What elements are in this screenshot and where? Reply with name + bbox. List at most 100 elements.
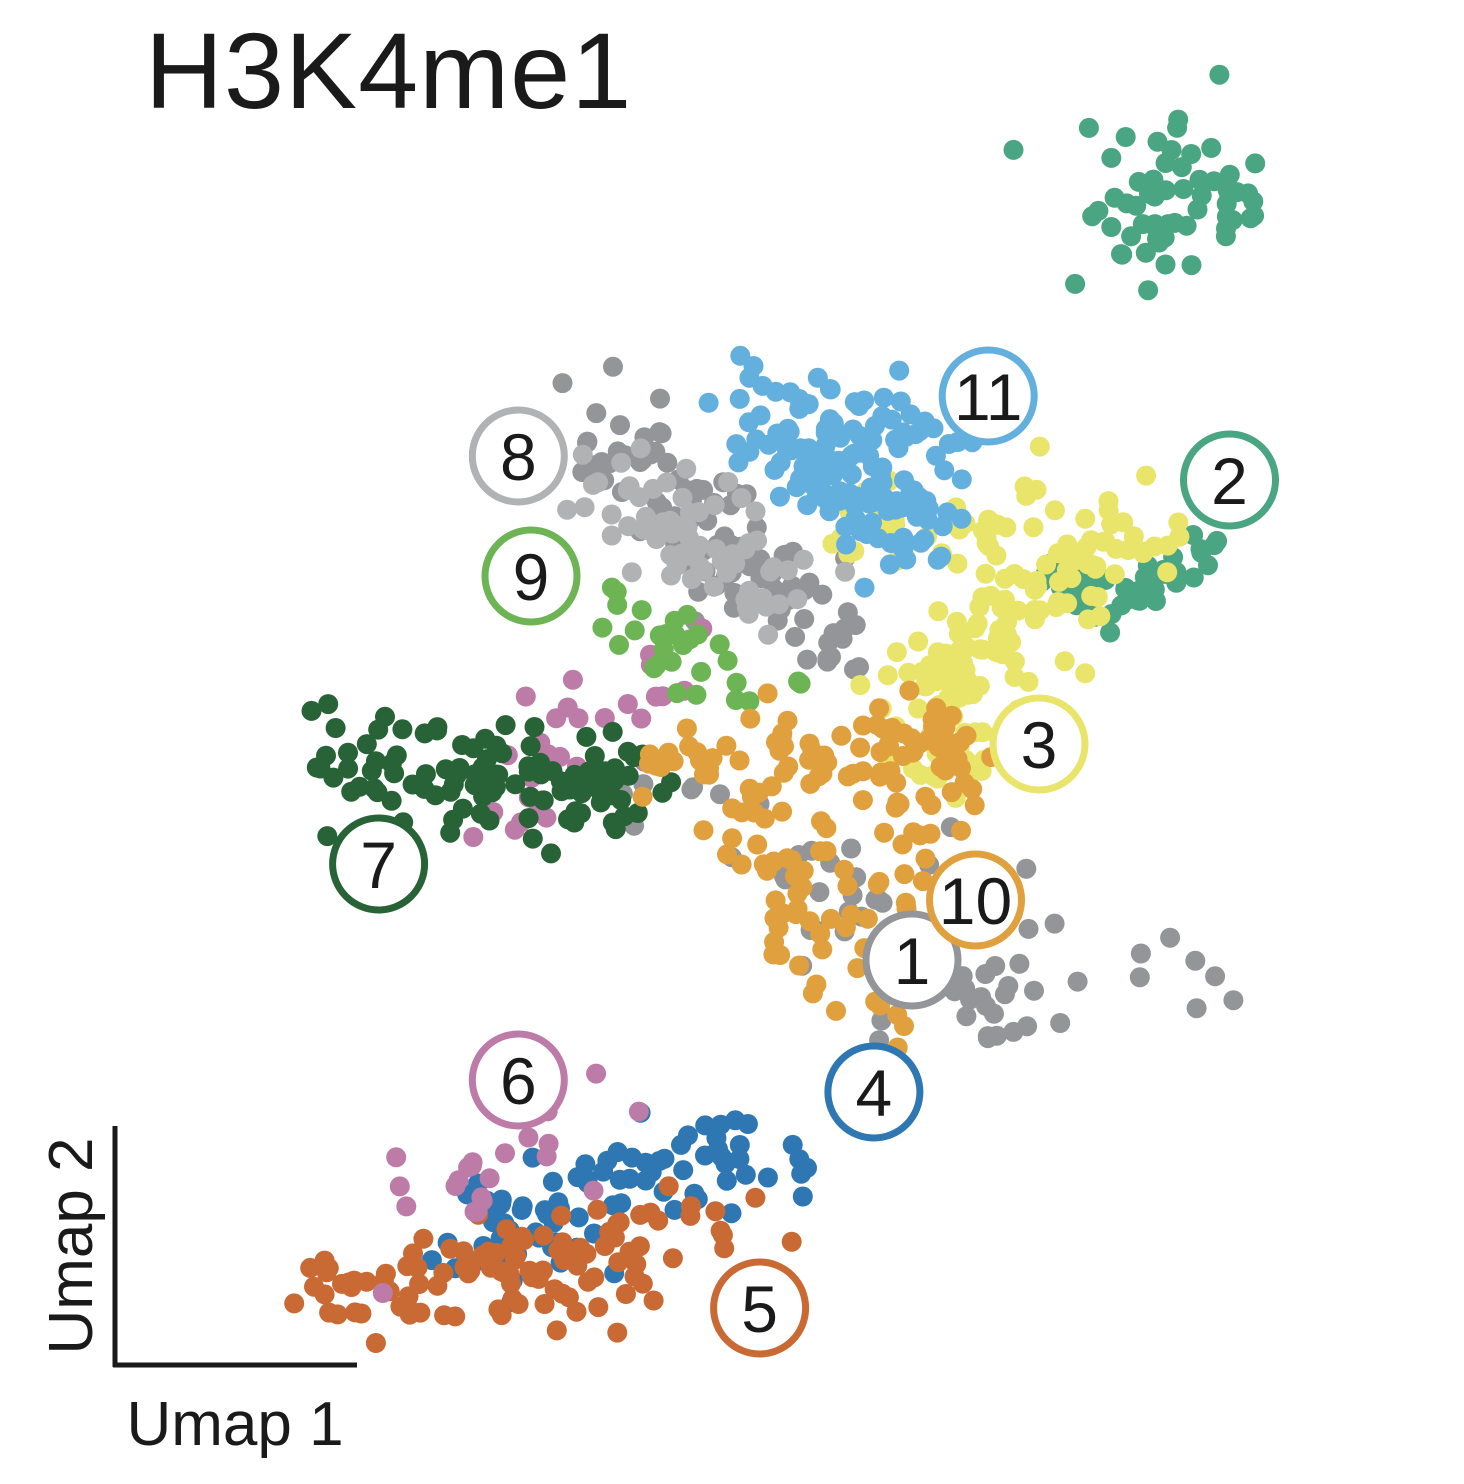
point-cluster-3	[935, 652, 956, 673]
point-cluster-9	[609, 634, 629, 655]
point-cluster-4	[597, 1150, 618, 1171]
point-cluster-10	[857, 908, 878, 929]
point-cluster-11	[879, 554, 900, 575]
point-cluster-7	[604, 758, 625, 779]
point-cluster-7	[392, 719, 413, 740]
point-cluster-8	[630, 438, 651, 459]
point-cluster-11	[765, 381, 786, 402]
point-cluster-5	[658, 1176, 679, 1197]
point-cluster-11	[726, 434, 747, 455]
point-cluster-2	[1215, 226, 1236, 247]
point-cluster-10	[772, 801, 793, 822]
point-cluster-11	[813, 482, 834, 503]
point-cluster-5	[681, 1196, 701, 1217]
point-cluster-10	[915, 848, 936, 869]
point-cluster-2	[1155, 180, 1176, 201]
point-cluster-10	[816, 841, 837, 862]
cluster-label-text-2: 2	[1211, 444, 1248, 518]
point-cluster-1	[586, 403, 607, 424]
point-cluster-6	[568, 708, 589, 729]
point-cluster-8	[557, 499, 578, 520]
cluster-label-ring-9	[481, 526, 581, 626]
point-cluster-4	[603, 1195, 623, 1216]
axis-indicator: Umap 1 Umap 2	[37, 1126, 357, 1459]
point-cluster-10	[789, 955, 810, 976]
point-cluster-10	[887, 1004, 908, 1025]
point-cluster-5	[566, 1301, 587, 1322]
point-cluster-9	[601, 577, 622, 598]
cluster-label-6: 6	[468, 1030, 568, 1130]
point-cluster-7	[495, 715, 516, 736]
point-cluster-4	[791, 1163, 812, 1184]
point-cluster-10	[895, 892, 916, 913]
point-cluster-5	[445, 1306, 466, 1327]
point-cluster-11	[914, 411, 935, 432]
point-cluster-3	[975, 563, 996, 584]
point-cluster-11	[698, 392, 719, 413]
point-cluster-11	[862, 512, 882, 533]
point-cluster-1	[1016, 858, 1037, 879]
point-cluster-2	[1187, 199, 1208, 220]
point-cluster-10	[820, 908, 841, 929]
point-cluster-5	[551, 1205, 572, 1226]
point-cluster-11	[729, 388, 750, 409]
point-cluster-2	[1245, 153, 1266, 174]
point-cluster-1	[1018, 918, 1039, 939]
point-cluster-10	[837, 876, 858, 896]
point-cluster-6	[479, 1168, 500, 1189]
point-cluster-8	[760, 561, 781, 582]
point-cluster-11	[829, 453, 850, 474]
point-cluster-4	[619, 1168, 640, 1189]
point-cluster-3	[1004, 564, 1025, 584]
point-cluster-4	[641, 1162, 662, 1183]
point-cluster-7	[492, 743, 513, 764]
point-cluster-1	[837, 602, 858, 623]
point-cluster-8	[756, 596, 777, 617]
point-cluster-6	[538, 1133, 559, 1154]
point-cluster-7	[652, 782, 673, 803]
point-cluster-5	[533, 1225, 554, 1246]
cluster-label-text-7: 7	[360, 828, 397, 902]
point-cluster-11	[854, 390, 875, 411]
point-cluster-8	[611, 452, 632, 473]
point-cluster-1	[1067, 971, 1088, 992]
point-cluster-5	[341, 1277, 362, 1297]
cluster-label-text-11: 11	[954, 360, 1023, 434]
point-cluster-1	[871, 1010, 892, 1031]
point-cluster-10	[831, 725, 852, 746]
point-cluster-2	[1104, 187, 1125, 208]
point-cluster-10	[754, 808, 775, 829]
point-cluster-4	[716, 1170, 737, 1191]
point-cluster-7	[365, 751, 386, 772]
point-cluster-6	[471, 1187, 492, 1208]
point-cluster-7	[465, 764, 486, 785]
cluster-label-ring-5	[710, 1258, 810, 1358]
point-cluster-2	[1158, 214, 1179, 235]
point-cluster-6	[546, 708, 567, 729]
point-cluster-10	[717, 844, 737, 865]
point-cluster-10	[920, 823, 941, 844]
point-cluster-2	[1115, 579, 1136, 600]
cluster-label-ring-8	[468, 406, 568, 506]
point-cluster-2	[1111, 244, 1131, 265]
point-cluster-10	[853, 761, 873, 782]
point-cluster-9	[644, 658, 665, 679]
point-cluster-2	[1128, 590, 1148, 611]
point-cluster-8	[738, 603, 759, 624]
point-cluster-7	[452, 798, 473, 819]
point-cluster-3	[1007, 600, 1028, 621]
cluster-label-8: 8	[468, 406, 568, 506]
point-cluster-9	[592, 617, 613, 638]
point-cluster-1	[603, 356, 623, 377]
point-cluster-5	[494, 1262, 515, 1283]
point-cluster-8	[745, 501, 766, 522]
point-cluster-8	[636, 520, 657, 541]
point-cluster-6	[462, 1152, 483, 1173]
point-cluster-4	[708, 1139, 728, 1160]
point-cluster-9	[726, 672, 747, 693]
point-cluster-4	[491, 1194, 512, 1215]
point-cluster-10	[799, 733, 820, 754]
point-cluster-3	[957, 637, 978, 658]
point-cluster-10	[632, 786, 653, 807]
point-cluster-10	[941, 782, 962, 803]
